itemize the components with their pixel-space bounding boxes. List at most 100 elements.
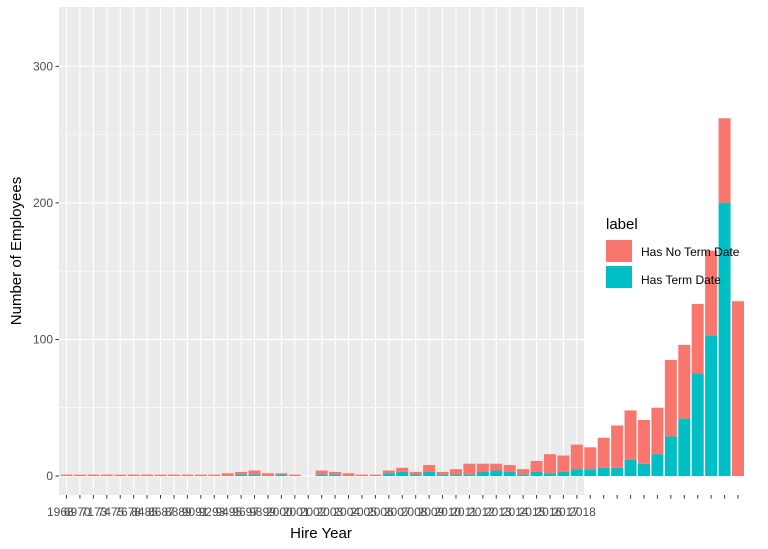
bar-has-no-term-date xyxy=(288,474,301,476)
bar-has-term-date xyxy=(517,474,530,476)
x-tick-label: 9495 xyxy=(215,505,242,519)
x-tick-label: 2017 xyxy=(552,505,579,519)
x-tick-label: 2016 xyxy=(535,505,562,519)
x-axis-title: Hire Year xyxy=(290,525,352,542)
bars xyxy=(60,118,744,476)
bar-has-term-date xyxy=(624,459,637,476)
bar-has-no-term-date xyxy=(181,474,194,476)
bar-has-no-term-date xyxy=(409,471,422,475)
bar-has-term-date xyxy=(436,474,449,476)
bar-has-no-term-date xyxy=(167,474,180,476)
bar-has-no-term-date xyxy=(369,474,382,476)
x-tick-label: 7678 xyxy=(114,505,141,519)
y-tick-label: 300 xyxy=(33,59,53,73)
bar-has-no-term-date xyxy=(664,359,677,437)
bar-has-no-term-date xyxy=(194,474,207,476)
bar-has-no-term-date xyxy=(114,474,127,476)
y-axis-title: Number of Employees xyxy=(8,177,25,325)
bar-has-term-date xyxy=(503,471,516,476)
bar-has-term-date xyxy=(315,474,328,476)
x-tick-label: 2001 xyxy=(283,505,310,519)
x-tick-label: 2003 xyxy=(317,505,344,519)
bar-has-term-date xyxy=(476,471,489,476)
bar-has-term-date xyxy=(664,436,677,476)
bar-has-no-term-date xyxy=(141,474,154,476)
bar-has-term-date xyxy=(543,473,556,476)
bar-has-no-term-date xyxy=(355,474,368,476)
x-tick-label: 2010 xyxy=(434,505,461,519)
x-tick-label: 2008 xyxy=(401,505,428,519)
bar-has-term-date xyxy=(463,474,476,476)
legend: label Has No Term Date Has Term Date xyxy=(606,216,740,288)
bar-has-term-date xyxy=(490,470,503,476)
bar-has-no-term-date xyxy=(557,455,570,472)
x-tick-label: 8889 xyxy=(165,505,192,519)
bar-has-term-date xyxy=(691,373,704,476)
x-tick-label: 1968 xyxy=(47,505,74,519)
bar-has-no-term-date xyxy=(315,470,328,475)
bar-has-no-term-date xyxy=(235,471,248,475)
bar-has-no-term-date xyxy=(60,474,73,476)
bar-has-term-date xyxy=(382,473,395,476)
bar-has-no-term-date xyxy=(396,467,409,472)
x-tick-label: 6970 xyxy=(64,505,91,519)
x-tick-label: 2013 xyxy=(485,505,512,519)
bar-has-term-date xyxy=(235,474,248,476)
bar-has-term-date xyxy=(611,467,624,476)
bar-has-no-term-date xyxy=(718,118,731,203)
bar-has-term-date xyxy=(248,474,261,476)
x-tick-label: 8485 xyxy=(131,505,158,519)
bar-has-no-term-date xyxy=(637,420,650,464)
bar-has-term-date xyxy=(584,469,597,476)
bar-has-no-term-date xyxy=(154,474,167,476)
bar-has-no-term-date xyxy=(100,474,113,476)
bar-has-no-term-date xyxy=(517,469,530,475)
bar-has-term-date xyxy=(597,467,610,476)
bar-has-no-term-date xyxy=(584,447,597,470)
bar-has-no-term-date xyxy=(382,470,395,474)
bar-has-no-term-date xyxy=(275,473,288,475)
bar-has-term-date xyxy=(409,474,422,476)
bar-has-no-term-date xyxy=(651,407,664,455)
x-tick-label: 9697 xyxy=(232,505,259,519)
x-tick-label: 8687 xyxy=(148,505,175,519)
x-tick-label: 7475 xyxy=(98,505,125,519)
bar-has-no-term-date xyxy=(261,473,274,476)
x-tick-label: 2011 xyxy=(451,505,477,519)
bar-has-no-term-date xyxy=(449,469,462,475)
bar-has-term-date xyxy=(570,469,583,476)
bar-has-no-term-date xyxy=(732,301,744,476)
legend-key-has-no-term-date xyxy=(606,240,632,262)
x-tick-label: 2014 xyxy=(502,505,529,519)
x-tick-label: 2012 xyxy=(468,505,495,519)
bar-has-no-term-date xyxy=(436,471,449,475)
bar-has-no-term-date xyxy=(463,463,476,475)
legend-label-has-no-term-date: Has No Term Date xyxy=(641,245,740,259)
x-tick-label: 9293 xyxy=(199,505,226,519)
bar-has-no-term-date xyxy=(208,474,221,476)
y-tick-label: 100 xyxy=(33,332,53,346)
bar-has-term-date xyxy=(530,471,543,476)
bar-has-term-date xyxy=(423,471,436,476)
x-tick-label: 2007 xyxy=(384,505,411,519)
legend-label-has-term-date: Has Term Date xyxy=(641,273,721,287)
y-tick-label: 200 xyxy=(33,196,53,210)
bar-has-no-term-date xyxy=(73,474,86,476)
bar-has-no-term-date xyxy=(248,470,261,475)
bar-has-term-date xyxy=(396,471,409,476)
bar-has-no-term-date xyxy=(503,465,516,472)
y-axis-ticks: 0 100 200 300 xyxy=(33,59,59,483)
x-tick-label: 2009 xyxy=(418,505,445,519)
bar-has-no-term-date xyxy=(490,463,503,471)
bar-has-no-term-date xyxy=(570,444,583,470)
bar-has-no-term-date xyxy=(678,344,691,419)
bar-has-term-date xyxy=(678,418,691,476)
bar-has-no-term-date xyxy=(221,473,234,476)
y-tick-label: 0 xyxy=(46,469,53,483)
bar-has-term-date xyxy=(329,474,342,476)
bar-has-term-date xyxy=(651,454,664,476)
bar-has-term-date xyxy=(449,474,462,476)
bar-has-no-term-date xyxy=(87,474,100,476)
x-tick-label: 2000 xyxy=(266,505,293,519)
